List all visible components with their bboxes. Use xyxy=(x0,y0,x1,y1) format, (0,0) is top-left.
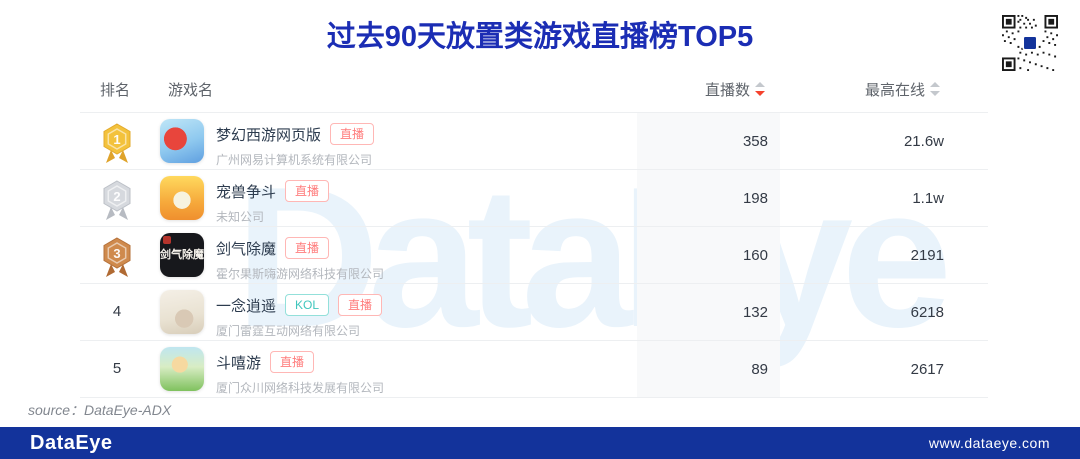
column-header-game: 游戏名 xyxy=(168,82,214,99)
game-icon xyxy=(160,347,204,391)
gold-medal-icon: 1 xyxy=(103,123,131,163)
qr-center-logo xyxy=(1022,35,1038,51)
column-header-max-online[interactable]: 最高在线 xyxy=(865,70,941,112)
live-count-value: 198 xyxy=(742,190,768,207)
game-meta: 斗嘻游 直播 厦门众川网络科技发展有限公司 xyxy=(216,351,384,396)
qr-code-icon xyxy=(1002,15,1058,71)
page-title: 过去90天放置类游戏直播榜TOP5 xyxy=(326,21,754,53)
live-badge: 直播 xyxy=(330,123,375,145)
game-name: 斗嘻游 xyxy=(216,354,262,372)
table-body: 1 梦幻西游网页版 直播 广州网易计算机系统有限公司 358 21.6w xyxy=(80,112,988,398)
sort-icon-live-count-desc[interactable] xyxy=(755,82,766,97)
company-name: 厦门雷霆互动网络有限公司 xyxy=(216,324,361,338)
company-name: 厦门众川网络科技发展有限公司 xyxy=(216,381,385,395)
sorted-column-highlight xyxy=(637,112,780,397)
table-row[interactable]: 1 梦幻西游网页版 直播 广州网易计算机系统有限公司 358 21.6w xyxy=(80,113,988,170)
game-name: 宠兽争斗 xyxy=(216,183,277,201)
live-badge: 直播 xyxy=(270,351,315,373)
live-badge: 直播 xyxy=(338,294,383,316)
max-online-value: 2191 xyxy=(910,247,944,264)
sort-icon-max-online[interactable] xyxy=(930,82,941,97)
game-meta: 剑气除魔 直播 霍尔果斯嗨游网络科技有限公司 xyxy=(216,237,384,282)
svg-text:1: 1 xyxy=(113,132,120,147)
game-name: 梦幻西游网页版 xyxy=(216,126,322,144)
footer-url[interactable]: www.dataeye.com xyxy=(928,435,1050,451)
live-count-value: 160 xyxy=(742,247,768,264)
game-icon xyxy=(160,176,204,220)
svg-text:3: 3 xyxy=(113,246,120,261)
dataeye-logo: DataEye xyxy=(30,431,113,454)
table-row[interactable]: 2 宠兽争斗 直播 未知公司 198 1.1w xyxy=(80,170,988,227)
rank-cell: 5 xyxy=(97,341,137,398)
table-row[interactable]: 4 一念逍遥 KOL 直播 厦门雷霆互动网络有限公司 132 6218 xyxy=(80,284,988,341)
game-name: 剑气除魔 xyxy=(216,240,277,258)
table-row[interactable]: 5 斗嘻游 直播 厦门众川网络科技发展有限公司 89 2617 xyxy=(80,341,988,398)
live-count-value: 358 xyxy=(742,133,768,150)
live-count-value: 89 xyxy=(751,361,768,378)
live-badge: 直播 xyxy=(285,237,330,259)
column-header-rank: 排名 xyxy=(100,82,131,99)
company-name: 霍尔果斯嗨游网络科技有限公司 xyxy=(216,267,385,281)
svg-text:2: 2 xyxy=(113,189,120,204)
game-meta: 一念逍遥 KOL 直播 厦门雷霆互动网络有限公司 xyxy=(216,294,383,339)
game-icon: 剑气除魔 xyxy=(160,233,204,277)
rank-cell: 2 xyxy=(97,170,137,227)
source-note: source：DataEye-ADX xyxy=(28,402,172,418)
game-icon xyxy=(160,119,204,163)
max-online-value: 21.6w xyxy=(903,133,944,150)
company-name: 广州网易计算机系统有限公司 xyxy=(216,153,373,167)
company-name: 未知公司 xyxy=(216,210,265,224)
max-online-value: 2617 xyxy=(910,361,944,378)
footer-bar: DataEye www.dataeye.com xyxy=(0,427,1080,459)
live-badge: 直播 xyxy=(285,180,330,202)
game-icon xyxy=(160,290,204,334)
table-header: 排名 游戏名 直播数 最高在线 xyxy=(80,70,988,112)
kol-badge: KOL xyxy=(285,294,330,316)
column-header-live-count[interactable]: 直播数 xyxy=(705,70,766,112)
max-online-value: 1.1w xyxy=(912,190,944,207)
dataeye-watermark: DataEye xyxy=(235,146,952,369)
rank-cell: 1 xyxy=(97,113,137,170)
seal-mark xyxy=(163,236,171,244)
game-meta: 宠兽争斗 直播 未知公司 xyxy=(216,180,330,225)
silver-medal-icon: 2 xyxy=(103,180,131,220)
game-meta: 梦幻西游网页版 直播 广州网易计算机系统有限公司 xyxy=(216,123,375,168)
max-online-value: 6218 xyxy=(910,304,944,321)
rank-cell: 4 xyxy=(97,284,137,341)
bronze-medal-icon: 3 xyxy=(103,237,131,277)
game-name: 一念逍遥 xyxy=(216,297,277,315)
live-count-value: 132 xyxy=(742,304,768,321)
table-row[interactable]: 3 剑气除魔 剑气除魔 直播 霍尔果斯嗨游网络科技有限公司 160 2191 xyxy=(80,227,988,284)
rank-number: 5 xyxy=(112,360,122,377)
game-icon-text: 剑气除魔 xyxy=(160,248,204,261)
rank-cell: 3 xyxy=(97,227,137,284)
rank-number: 4 xyxy=(112,303,122,320)
